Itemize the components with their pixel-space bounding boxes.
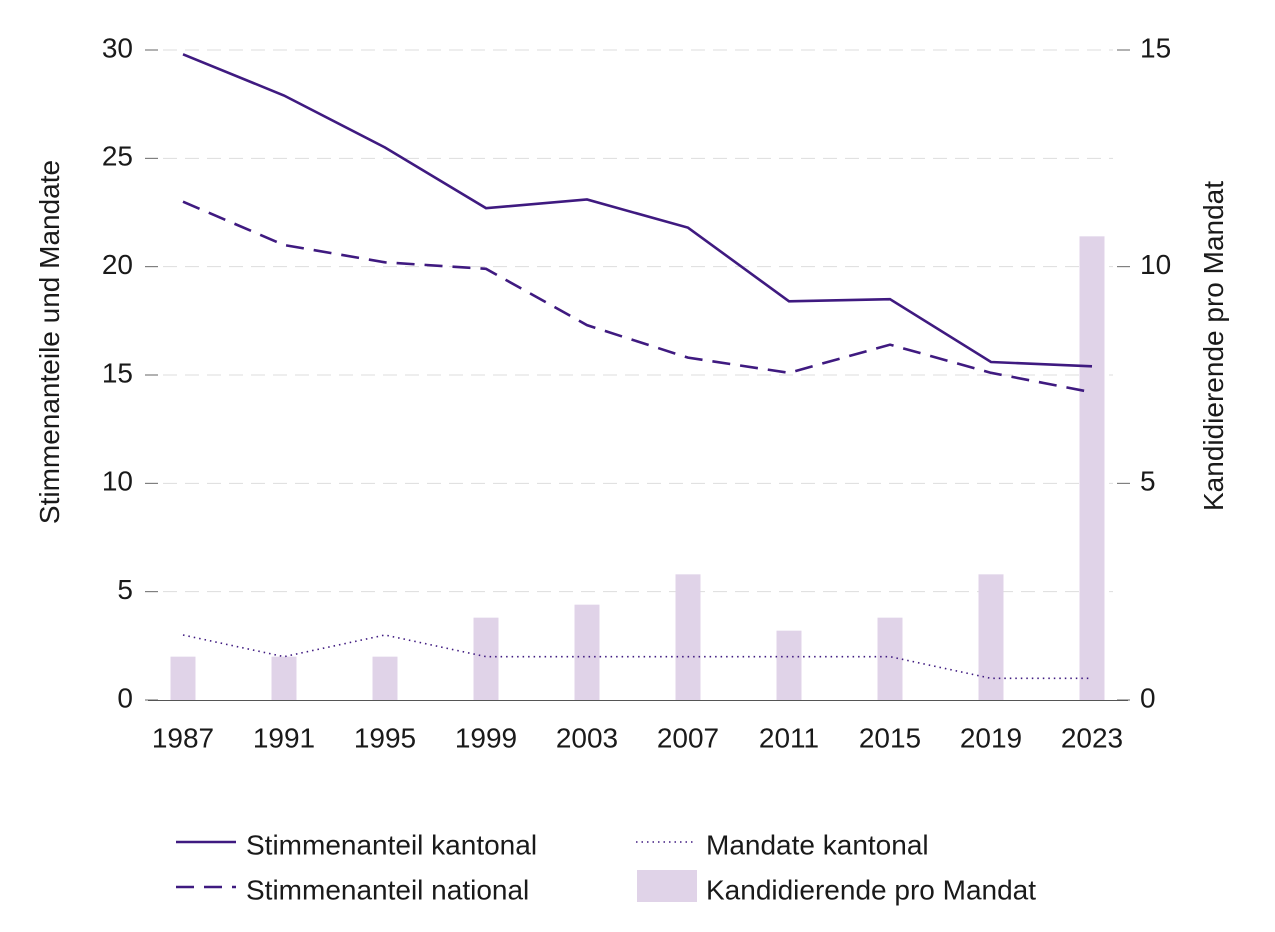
x-tick-label: 1995 bbox=[354, 722, 416, 753]
bar bbox=[978, 574, 1004, 700]
bar bbox=[877, 617, 903, 700]
y-tick-label: 5 bbox=[117, 574, 133, 605]
right-axis: 0 5 10 15 bbox=[1117, 32, 1171, 713]
left-axis: 0 5 10 15 20 25 30 bbox=[102, 32, 158, 713]
bar bbox=[574, 604, 600, 700]
y-axis-title: Stimmenanteile und Mandate bbox=[34, 160, 65, 524]
legend-label-mandate: Mandate kantonal bbox=[706, 829, 929, 860]
x-tick-label: 2023 bbox=[1061, 722, 1123, 753]
legend-item-national: Stimmenanteil national bbox=[176, 874, 529, 905]
x-tick-label: 2011 bbox=[759, 722, 819, 753]
bar bbox=[170, 656, 196, 700]
legend-label-kantonal: Stimmenanteil kantonal bbox=[246, 829, 537, 860]
legend-item-mandate: Mandate kantonal bbox=[636, 829, 929, 860]
legend-label-national: Stimmenanteil national bbox=[246, 874, 529, 905]
legend: Stimmenanteil kantonal Mandate kantonal … bbox=[176, 829, 1036, 905]
x-tick-label: 2019 bbox=[960, 722, 1022, 753]
y-tick-label: 0 bbox=[117, 682, 133, 713]
y2-tick-label: 10 bbox=[1140, 249, 1171, 280]
legend-swatch-bar bbox=[637, 870, 697, 902]
bar bbox=[473, 617, 499, 700]
y2-tick-label: 0 bbox=[1140, 682, 1156, 713]
y2-tick-label: 15 bbox=[1140, 32, 1171, 63]
x-tick-label: 1999 bbox=[455, 722, 517, 753]
x-tick-label: 2003 bbox=[556, 722, 618, 753]
bar bbox=[271, 656, 297, 700]
x-tick-label: 1991 bbox=[253, 722, 315, 753]
y-tick-label: 15 bbox=[102, 357, 133, 388]
lines bbox=[182, 53, 1093, 680]
bar bbox=[1079, 236, 1105, 701]
x-tick-label: 2007 bbox=[657, 722, 719, 753]
y2-tick-label: 5 bbox=[1140, 466, 1156, 497]
legend-item-kantonal: Stimmenanteil kantonal bbox=[176, 829, 537, 860]
x-tick-label: 2015 bbox=[859, 722, 921, 753]
bar bbox=[372, 656, 398, 700]
legend-item-kandidierende: Kandidierende pro Mandat bbox=[637, 870, 1036, 905]
bar bbox=[675, 574, 701, 700]
y-tick-label: 20 bbox=[102, 249, 133, 280]
legend-label-kandidierende: Kandidierende pro Mandat bbox=[706, 874, 1036, 905]
series-line-dashed bbox=[182, 200, 1093, 394]
x-tick-label: 1987 bbox=[152, 722, 214, 753]
series-line-dotted bbox=[182, 634, 1092, 680]
gridlines bbox=[163, 49, 1113, 593]
x-axis: 1987 1991 1995 1999 2003 2007 2011 2015 2019 2023 bbox=[148, 700, 1128, 753]
y2-axis-title: Kandidierende pro Mandat bbox=[1198, 181, 1229, 511]
bar bbox=[776, 630, 802, 700]
y-tick-label: 10 bbox=[102, 466, 133, 497]
y-tick-label: 30 bbox=[102, 32, 133, 63]
bars bbox=[170, 236, 1105, 701]
y-tick-label: 25 bbox=[102, 141, 133, 172]
series-line-solid bbox=[182, 53, 1093, 368]
